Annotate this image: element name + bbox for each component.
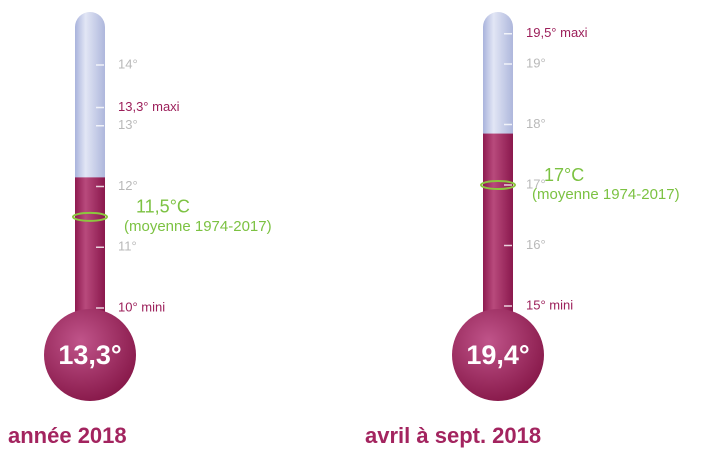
reading: 19,4° [466,340,529,370]
y-tick-label: 14° [118,56,138,71]
y-tick-label: 11° [118,239,137,254]
average-note: (moyenne 1974-2017) [124,218,272,235]
y-tick-label: 12° [118,178,138,193]
y-tick-label: 17° [526,176,546,191]
average-label: 17°C [544,165,584,185]
reading: 13,3° [58,340,121,370]
bulb [44,309,136,401]
y-tick-label: 13° [118,117,138,132]
min-label: 15° mini [526,297,573,312]
bulb [452,309,544,401]
average-label: 11,5°C [136,197,190,217]
y-tick-label: 16° [526,237,546,252]
min-label: 10° mini [118,299,165,314]
max-label: 13,3° maxi [118,99,180,114]
chart-title: année 2018 [8,423,127,448]
average-note: (moyenne 1974-2017) [532,186,680,203]
max-label: 19,5° maxi [526,25,588,40]
chart-title: avril à sept. 2018 [365,423,541,448]
average-ring [72,211,108,222]
y-tick-label: 19° [526,55,546,70]
y-tick-label: 18° [526,116,546,131]
average-ring [480,180,516,190]
